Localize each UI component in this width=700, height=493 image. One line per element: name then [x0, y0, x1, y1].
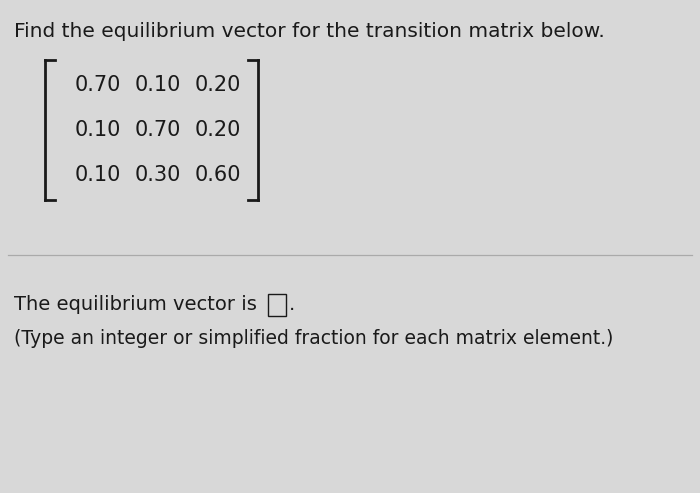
- Text: 0.10: 0.10: [75, 120, 121, 140]
- Text: 0.20: 0.20: [195, 75, 241, 95]
- Bar: [268, 294, 286, 316]
- Text: 0.10: 0.10: [135, 75, 181, 95]
- Text: 0.30: 0.30: [135, 165, 181, 185]
- Text: 0.10: 0.10: [75, 165, 121, 185]
- Text: The equilibrium vector is: The equilibrium vector is: [14, 295, 257, 315]
- Text: 0.20: 0.20: [195, 120, 241, 140]
- Text: .: .: [289, 295, 295, 315]
- Text: Find the equilibrium vector for the transition matrix below.: Find the equilibrium vector for the tran…: [14, 22, 605, 41]
- Text: 0.60: 0.60: [195, 165, 241, 185]
- Text: (Type an integer or simplified fraction for each matrix element.): (Type an integer or simplified fraction …: [14, 328, 613, 348]
- Text: 0.70: 0.70: [75, 75, 121, 95]
- Text: 0.70: 0.70: [135, 120, 181, 140]
